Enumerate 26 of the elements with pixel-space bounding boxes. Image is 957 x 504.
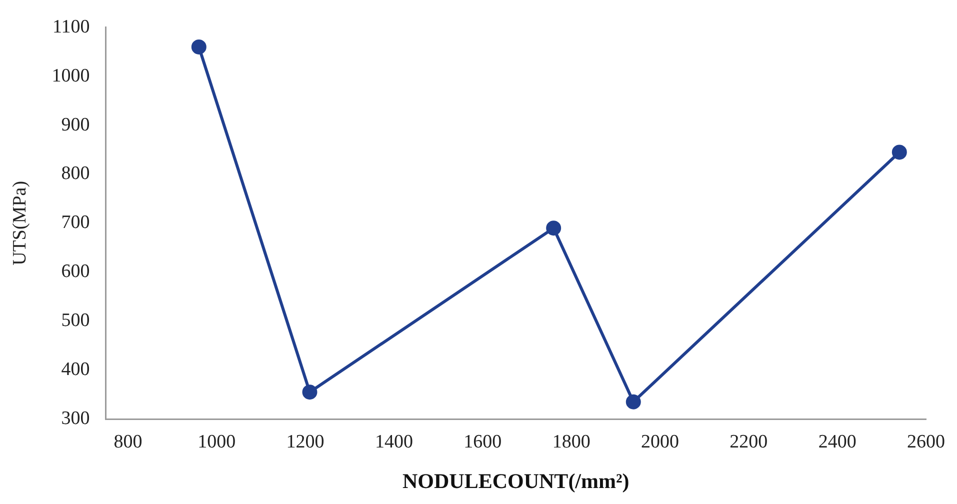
y-tick-label: 900 [61,114,90,136]
x-axis-title: NODULECOUNT(/mm²) [402,468,630,493]
x-tick-label: 2600 [907,431,945,452]
y-tick-label: 400 [61,359,90,380]
x-tick-label: 1400 [374,431,413,452]
x-tick-label: 2200 [730,431,768,452]
y-tick-label: 300 [61,408,90,429]
x-tick-label: 2400 [818,431,856,452]
y-tick-label: 1000 [52,65,90,86]
y-axis-title: UTS(MPa) [9,180,30,266]
x-tick-label: 1600 [464,431,502,452]
x-tick-label: 1800 [552,431,590,452]
point [626,394,641,410]
y-tick-label: 600 [61,261,90,282]
x-tick-label: 2000 [640,431,679,452]
x-tick-label: 1000 [198,431,236,452]
y-tick-label: 1100 [52,16,90,38]
x-tick-label: 1200 [286,431,324,452]
y-tick-label: 500 [61,310,90,332]
point [302,384,318,400]
point [546,220,562,236]
point [892,144,907,160]
y-tick-label: 800 [61,163,90,184]
x-tick-label: 800 [114,431,142,452]
point [191,39,206,54]
y-tick-label: 700 [61,212,90,234]
